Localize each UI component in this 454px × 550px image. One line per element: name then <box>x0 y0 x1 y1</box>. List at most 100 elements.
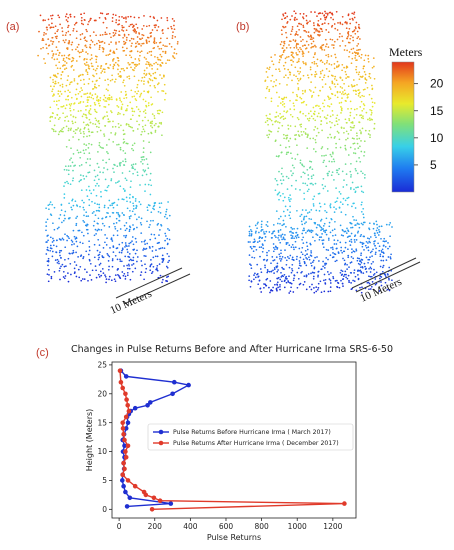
lidar-point <box>101 70 104 72</box>
lidar-point <box>96 229 99 232</box>
lidar-point <box>287 281 290 283</box>
lidar-point <box>292 259 295 261</box>
lidar-point <box>108 53 111 56</box>
lidar-point <box>110 111 113 114</box>
lidar-point <box>291 28 294 30</box>
lidar-point <box>260 223 263 226</box>
lidar-point <box>88 240 90 243</box>
lidar-point <box>332 114 334 116</box>
lidar-point <box>77 151 80 154</box>
lidar-point <box>156 19 159 22</box>
lidar-point <box>287 196 290 199</box>
lidar-point <box>266 76 269 78</box>
lidar-point <box>124 41 127 44</box>
lidar-point <box>131 23 133 26</box>
lidar-point <box>359 263 361 266</box>
lidar-point <box>328 278 331 280</box>
lidar-point <box>136 64 139 66</box>
lidar-point <box>294 235 297 238</box>
y-tick-label: 20 <box>97 389 107 398</box>
lidar-point <box>351 17 354 20</box>
lidar-point <box>287 177 290 180</box>
lidar-point <box>256 263 259 266</box>
lidar-point <box>329 203 332 205</box>
lidar-point <box>336 239 339 242</box>
lidar-point <box>389 256 392 258</box>
lidar-point <box>282 219 285 222</box>
lidar-point <box>248 232 251 235</box>
lidar-point <box>369 271 372 273</box>
lidar-point <box>368 72 371 75</box>
lidar-point <box>146 91 149 93</box>
lidar-point <box>62 39 65 42</box>
lidar-point <box>278 82 281 85</box>
lidar-point <box>356 270 359 272</box>
lidar-point <box>96 130 99 133</box>
lidar-point <box>145 267 148 270</box>
lidar-point <box>311 94 314 97</box>
lidar-point <box>129 258 132 261</box>
lidar-point <box>163 247 166 250</box>
lidar-point <box>79 33 82 36</box>
lidar-point <box>150 132 153 134</box>
lidar-point <box>133 75 136 78</box>
lidar-point <box>145 40 148 42</box>
lidar-point <box>309 38 312 41</box>
lidar-point <box>283 17 286 20</box>
lidar-point <box>290 286 292 289</box>
lidar-point <box>331 82 334 85</box>
lidar-point <box>282 199 285 202</box>
series-1-point <box>120 478 125 483</box>
lidar-point <box>355 93 357 96</box>
lidar-point <box>329 290 332 293</box>
lidar-point <box>86 117 88 119</box>
lidar-point <box>345 130 348 133</box>
lidar-point <box>138 38 141 40</box>
lidar-point <box>101 12 104 15</box>
lidar-point <box>92 68 95 71</box>
lidar-point <box>124 158 127 160</box>
lidar-point <box>85 124 88 126</box>
lidar-point <box>153 37 156 39</box>
lidar-point <box>333 124 336 127</box>
lidar-point <box>310 96 313 98</box>
lidar-point <box>111 78 114 81</box>
lidar-point <box>97 120 99 123</box>
lidar-point <box>63 265 66 268</box>
lidar-point <box>272 224 275 226</box>
series-2-point <box>123 449 128 454</box>
lidar-point <box>283 223 285 225</box>
lidar-point <box>89 35 92 37</box>
lidar-point <box>56 261 59 264</box>
lidar-point <box>157 112 159 115</box>
lidar-point <box>283 268 285 270</box>
lidar-point <box>368 237 371 240</box>
lidar-point <box>104 234 106 236</box>
lidar-point <box>296 25 299 28</box>
lidar-point <box>112 120 114 123</box>
lidar-point <box>330 217 333 220</box>
lidar-point <box>70 239 73 242</box>
lidar-point <box>281 100 284 103</box>
lidar-point <box>319 34 321 36</box>
lidar-point <box>292 60 295 63</box>
lidar-point <box>306 74 309 77</box>
lidar-point <box>98 102 100 105</box>
lidar-point <box>278 96 281 98</box>
lidar-point <box>166 237 169 240</box>
lidar-point <box>87 128 90 131</box>
lidar-point <box>355 186 357 189</box>
lidar-point <box>358 121 360 123</box>
lidar-point <box>312 236 314 239</box>
lidar-point <box>340 279 342 282</box>
lidar-point <box>367 249 370 252</box>
lidar-point <box>292 279 295 282</box>
lidar-point <box>270 56 273 59</box>
lidar-point <box>61 237 64 240</box>
lidar-point <box>103 133 105 135</box>
lidar-point <box>290 51 293 54</box>
lidar-point <box>170 27 173 30</box>
lidar-point <box>141 37 144 40</box>
lidar-point <box>157 26 160 28</box>
lidar-point <box>304 254 307 257</box>
